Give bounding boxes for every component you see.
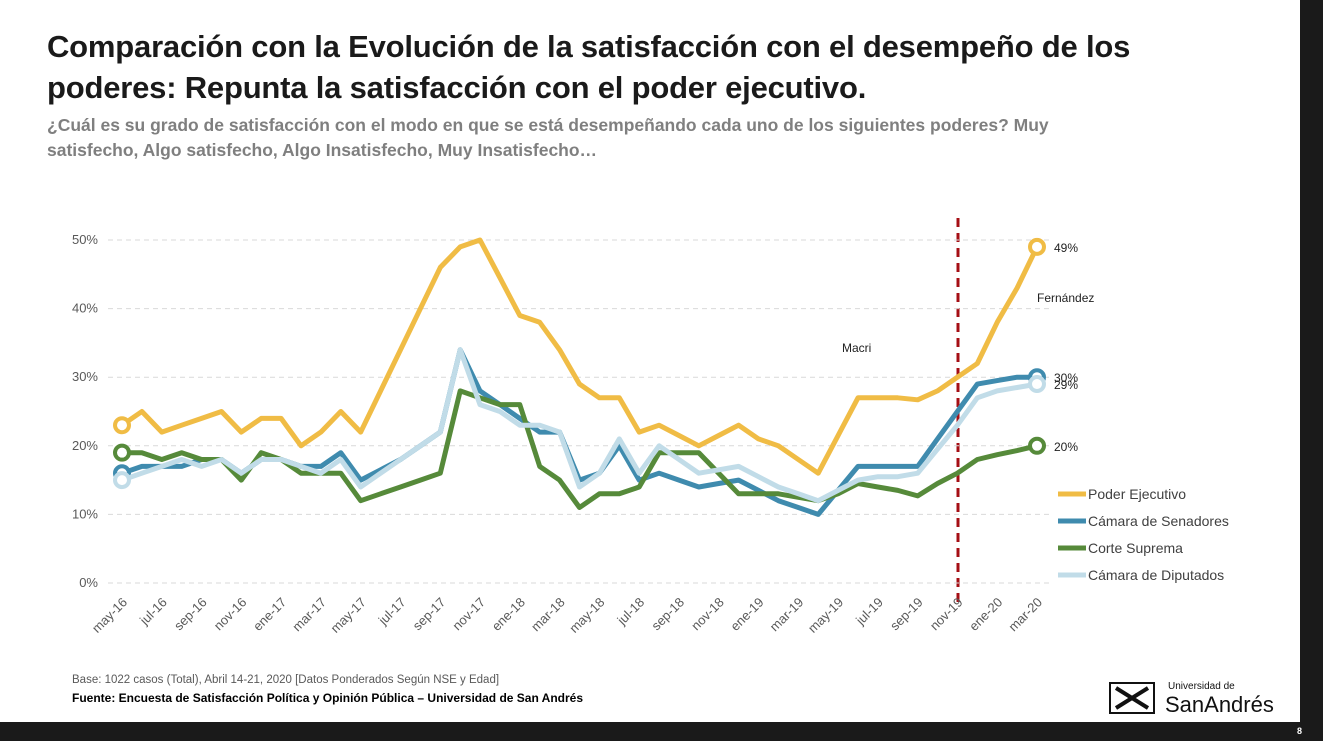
x-tick-label: jul-17: [375, 595, 409, 629]
annotation: Fernández: [1037, 291, 1094, 305]
x-tick-label: mar-19: [767, 595, 807, 635]
chart: Macri Fernández Universidad de SanAndrés…: [72, 218, 1274, 717]
end-marker: [113, 416, 131, 435]
x-tick-label: nov-17: [449, 595, 488, 634]
series-line: [122, 388, 1038, 510]
data-label: 20%: [1054, 440, 1078, 454]
x-tick-label: ene-19: [727, 595, 766, 634]
x-tick-label: may-16: [89, 595, 130, 636]
y-tick-label: 40%: [72, 301, 98, 316]
x-tick-label: may-17: [328, 595, 369, 636]
x-tick-label: nov-16: [211, 595, 250, 634]
y-tick-label: 10%: [72, 506, 98, 521]
logo-crest: [1109, 682, 1155, 714]
end-marker: [1028, 436, 1046, 455]
footnote: Base: 1022 casos (Total), Abril 14-21, 2…: [72, 674, 500, 686]
x-tick-label: ene-20: [966, 595, 1005, 634]
x-tick-label: sep-19: [887, 595, 926, 634]
logo-text: SanAndrés: [1165, 692, 1274, 717]
end-marker: [113, 443, 131, 462]
y-tick-label: 50%: [72, 232, 98, 247]
logo-cross: [1114, 686, 1150, 710]
x-tick-label: jul-16: [136, 595, 170, 629]
x-tick-label: may-19: [805, 595, 846, 636]
x-tick-label: mar-20: [1005, 595, 1045, 635]
logo: Universidad de SanAndrés: [1109, 681, 1274, 717]
data-label: 49%: [1054, 241, 1078, 255]
legend-label: Cámara de Diputados: [1088, 567, 1224, 583]
slide: Comparación con la Evolución de la satis…: [0, 0, 1300, 722]
y-tick-label: 0%: [79, 575, 98, 590]
y-tick-label: 20%: [72, 438, 98, 453]
x-tick-label: ene-18: [489, 595, 528, 634]
legend-label: Corte Suprema: [1088, 540, 1183, 556]
x-tick-label: jul-18: [613, 595, 647, 629]
x-tick-label: sep-18: [648, 595, 687, 634]
end-marker: [1028, 375, 1046, 394]
y-tick-label: 30%: [72, 369, 98, 384]
legend-label: Cámara de Senadores: [1088, 513, 1229, 529]
subtitle: ¿Cuál es su grado de satisfacción con el…: [47, 115, 1049, 160]
data-label: 30%: [1054, 371, 1078, 385]
x-tick-label: nov-19: [927, 595, 966, 634]
source: Fuente: Encuesta de Satisfacción Polític…: [72, 691, 584, 705]
end-marker: [113, 471, 131, 490]
x-tick-label: sep-17: [410, 595, 449, 634]
end-marker: [1028, 237, 1046, 256]
x-tick-label: mar-18: [528, 595, 568, 635]
data-label: 29%: [1054, 378, 1078, 392]
x-tick-label: may-18: [566, 595, 607, 636]
x-tick-label: mar-17: [289, 595, 329, 635]
annotation: Macri: [842, 341, 871, 355]
chart-title: Comparación con la Evolución de la satis…: [47, 29, 1131, 105]
logo-text: Universidad de: [1168, 681, 1235, 692]
legend-label: Poder Ejecutivo: [1088, 486, 1186, 502]
x-tick-label: nov-18: [688, 595, 727, 634]
series-line: [120, 237, 1040, 476]
x-tick-label: sep-16: [171, 595, 210, 634]
series-line: [121, 347, 1038, 504]
x-tick-label: jul-19: [852, 595, 886, 629]
page-number: 8: [1297, 726, 1303, 736]
x-tick-label: ene-17: [250, 595, 289, 634]
